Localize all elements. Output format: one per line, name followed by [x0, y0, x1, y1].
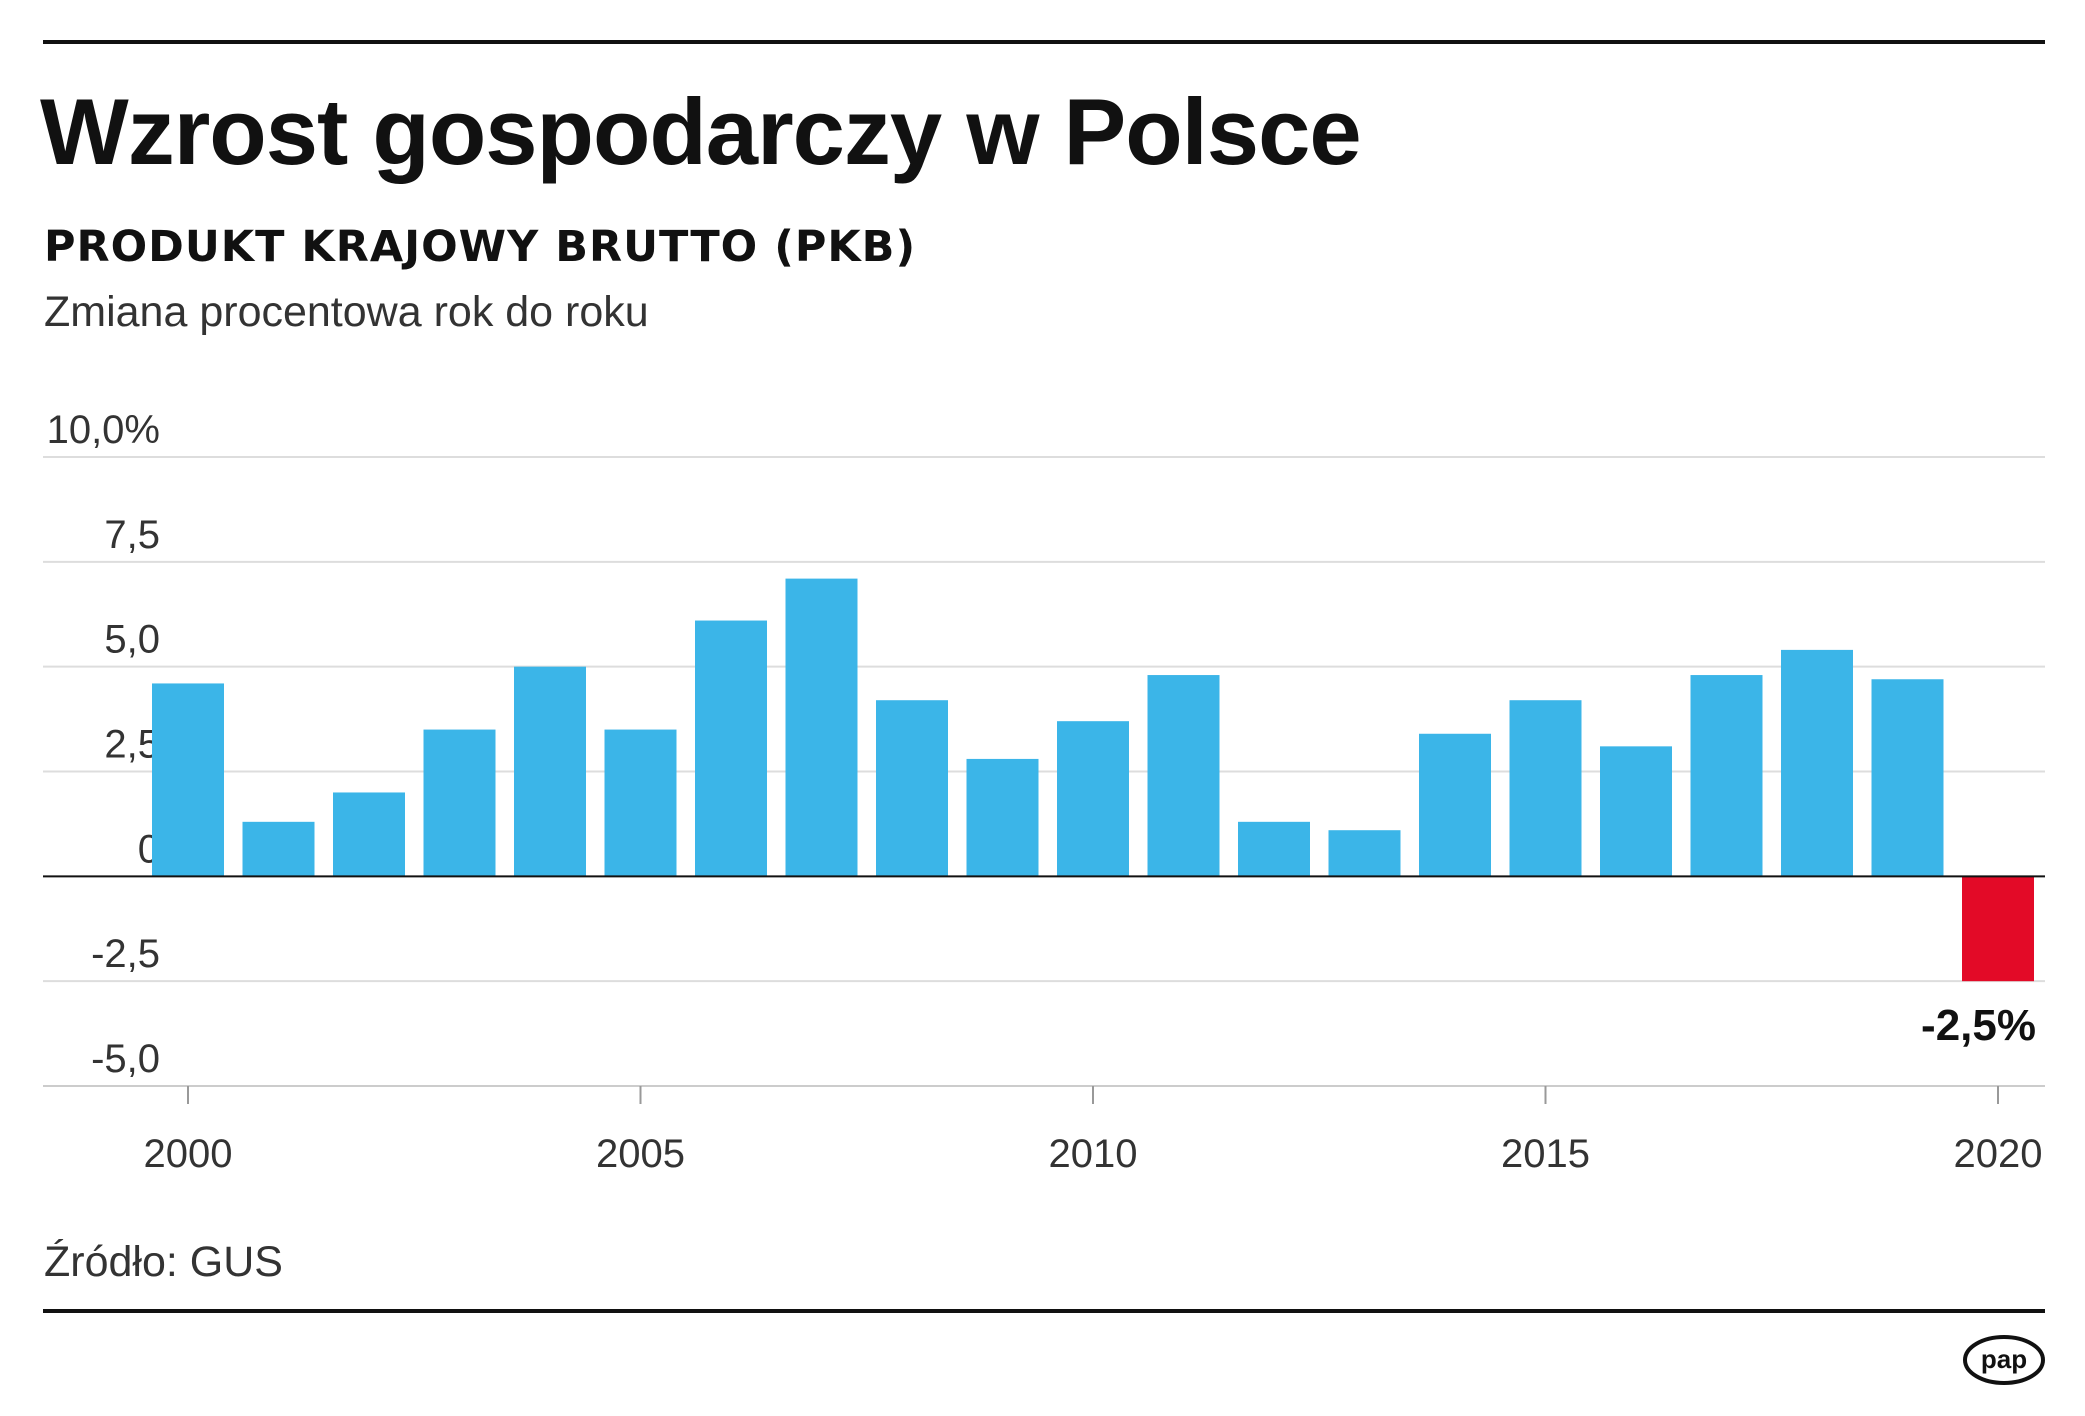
pap-logo-icon: pap: [1963, 1335, 2045, 1385]
y-tick-labels: 10,0%7,55,02,50-2,5-5,0: [47, 408, 160, 1081]
chart-title: Wzrost gospodarczy w Polsce: [40, 79, 1362, 184]
bar-2006: [695, 620, 767, 877]
bar-2001: [242, 821, 315, 877]
bars: [152, 578, 2034, 982]
bar-2015: [1509, 700, 1582, 877]
x-tick-label: 2015: [1501, 1132, 1590, 1176]
chart-unit-note: Zmiana procentowa rok do roku: [44, 288, 649, 336]
y-tick-label: 10,0%: [47, 408, 160, 452]
bar-2013: [1328, 830, 1401, 877]
bar-2004: [514, 666, 586, 877]
bottom-rule: [43, 1309, 2045, 1313]
bar-2002: [333, 792, 405, 877]
y-tick-label: -2,5: [91, 932, 160, 976]
bar-2010: [1057, 721, 1129, 877]
x-tick-label: 2000: [144, 1132, 233, 1176]
bar-2007: [785, 578, 858, 877]
axes: [43, 875, 2045, 1087]
annotation-label: -2,5%: [1921, 1001, 2036, 1050]
chart-subtitle: PRODUKT KRAJOWY BRUTTO (PKB): [44, 222, 917, 272]
bar-2017: [1690, 675, 1763, 877]
x-tick-label: 2020: [1954, 1132, 2043, 1176]
bar-2008: [876, 700, 948, 877]
x-tick-label: 2010: [1049, 1132, 1138, 1176]
bar-2011: [1147, 675, 1220, 877]
top-rule: [43, 40, 2045, 44]
x-tick-labels: 2000 2005 2010 2015 2020: [144, 1086, 2043, 1176]
y-tick-label: 7,5: [104, 513, 160, 557]
bar-2012: [1238, 821, 1310, 877]
y-tick-label: 5,0: [104, 618, 160, 662]
bar-2005: [604, 729, 677, 877]
gdp-bar-chart: 10,0%7,55,02,50-2,5-5,0 2000 2005 2010 2015…: [43, 408, 2045, 1176]
x-tick-label: 2005: [596, 1132, 685, 1176]
bar-2020: [1962, 876, 2034, 982]
bar-2014: [1419, 733, 1491, 877]
annotations: -2,5%: [1921, 1001, 2036, 1050]
bar-2016: [1600, 746, 1672, 877]
bar-2000: [152, 683, 224, 877]
bar-2019: [1871, 679, 1944, 877]
bar-2009: [966, 758, 1039, 877]
source-note: Źródło: GUS: [44, 1238, 283, 1286]
y-tick-label: -5,0: [91, 1037, 160, 1081]
bar-2003: [423, 729, 496, 877]
bar-2018: [1781, 649, 1853, 877]
y-tick-label: 2,5: [104, 723, 160, 767]
pap-logo-text: pap: [1981, 1344, 2027, 1374]
